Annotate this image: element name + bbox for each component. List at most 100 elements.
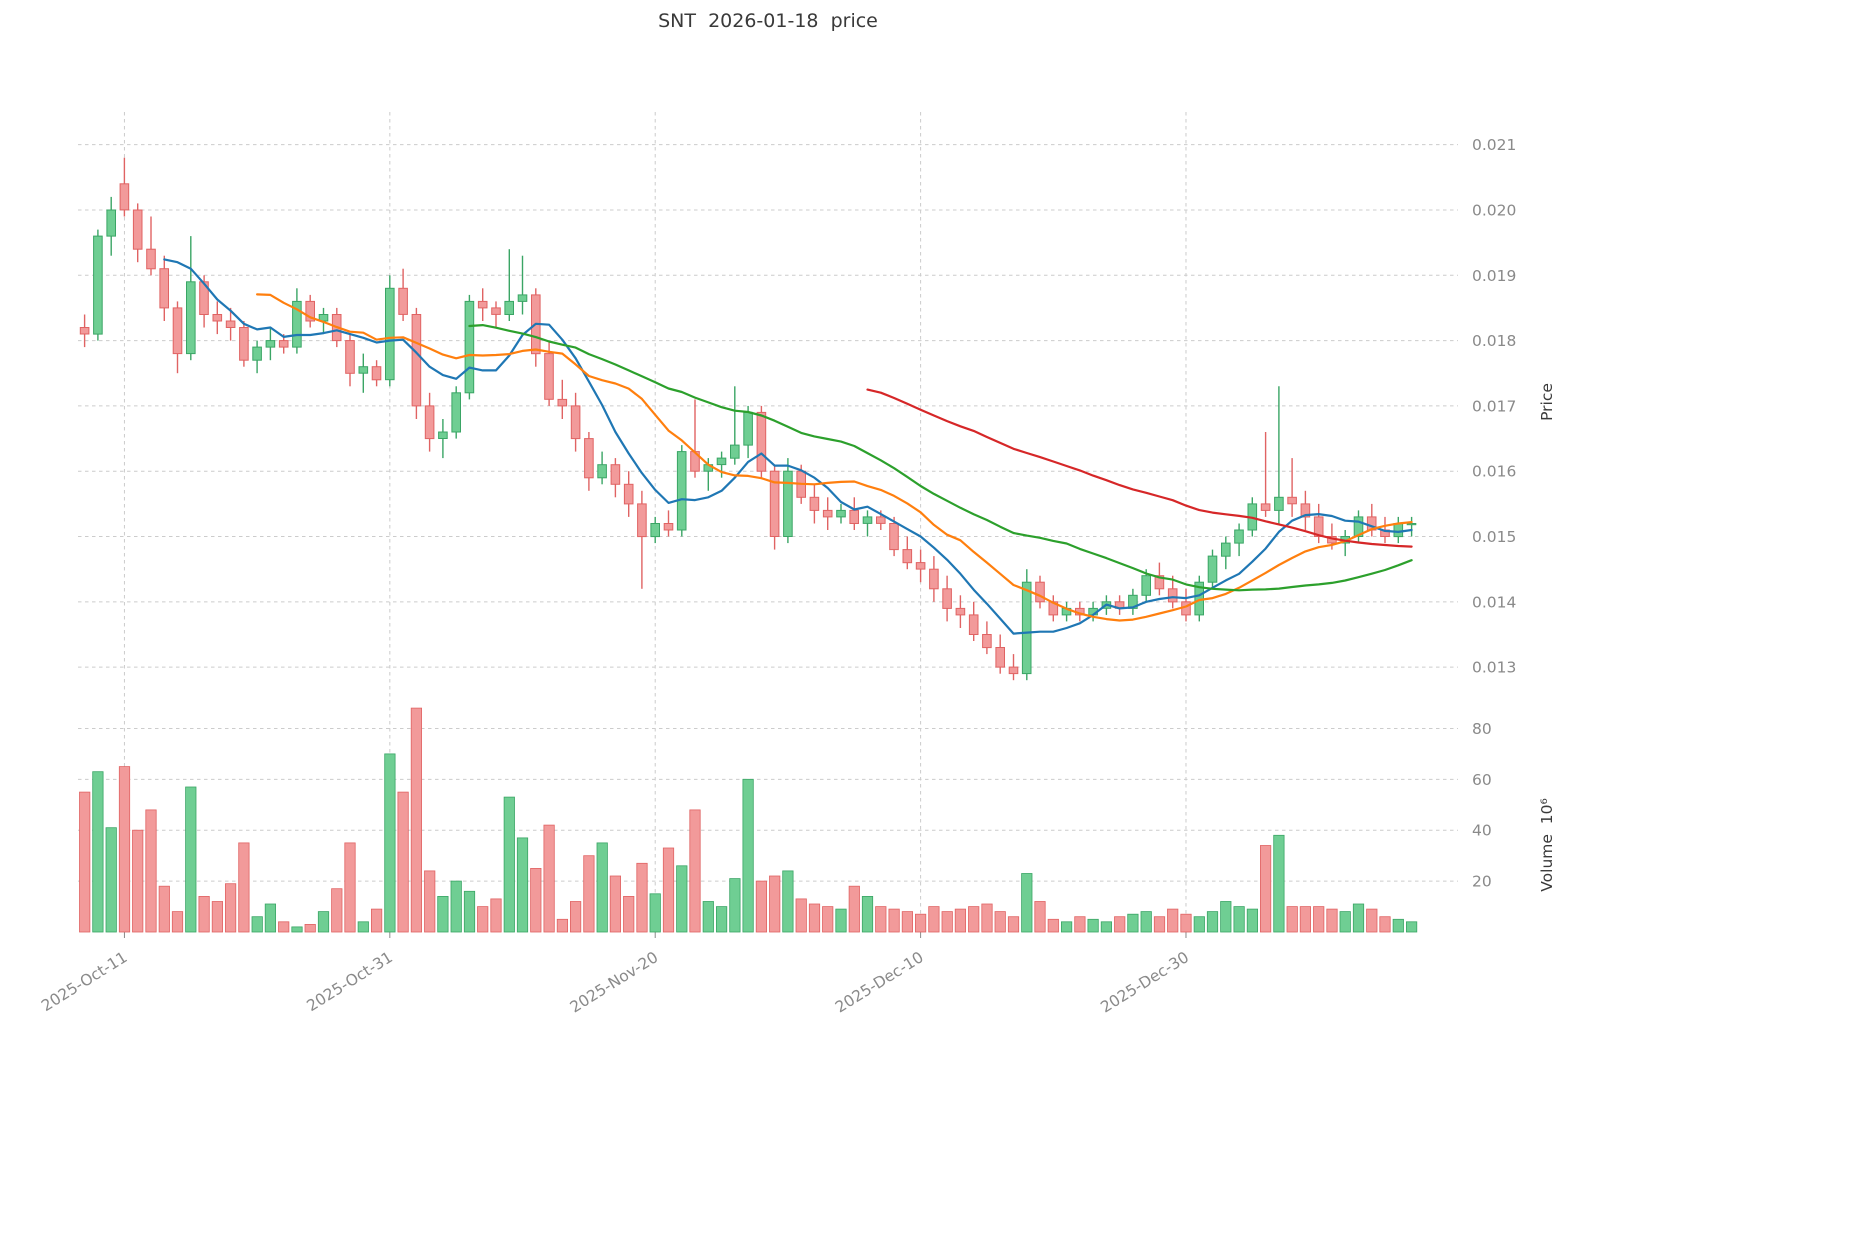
volume-bar (888, 908, 900, 933)
volume-bar (92, 771, 104, 933)
price-tick-label: 0.021 (1472, 136, 1516, 154)
volume-bar (291, 926, 303, 933)
volume-bar (689, 809, 701, 933)
volume-bar (1180, 913, 1192, 933)
volume-bar (729, 878, 741, 933)
candle-body (968, 614, 979, 636)
candle-body (1313, 516, 1324, 538)
candle-body (637, 503, 647, 538)
candle-body (491, 307, 501, 315)
candle-body (663, 523, 674, 531)
price-tick-label: 0.018 (1472, 332, 1516, 350)
volume-bar (211, 901, 223, 933)
volume-bar (530, 868, 542, 933)
volume-bar (1220, 901, 1232, 933)
candle-body (172, 307, 183, 355)
volume-bar (928, 906, 940, 933)
candle-body (862, 516, 873, 524)
price-tick-label: 0.014 (1472, 593, 1516, 611)
candle-body (876, 516, 886, 524)
candle-body (345, 340, 355, 374)
volume-bar (994, 911, 1006, 933)
volume-bar (145, 809, 157, 933)
volume-bars (79, 707, 1418, 933)
volume-bar (251, 916, 263, 933)
candle-body (610, 464, 621, 485)
volume-bar (596, 842, 608, 933)
volume-tick-label: 60 (1472, 771, 1492, 789)
volume-bar (516, 837, 529, 933)
volume-bar (503, 796, 515, 933)
candle-body (1287, 496, 1297, 505)
volume-bar (331, 888, 343, 933)
volume-bar (158, 885, 170, 933)
volume-bar (742, 778, 754, 933)
candle-body (252, 346, 262, 361)
ma-line-30 (468, 324, 1413, 592)
volume-bar (238, 842, 250, 933)
candle-body (995, 647, 1006, 668)
candle-body (650, 523, 661, 538)
candle-body (239, 327, 249, 361)
candle-body (889, 523, 899, 551)
volume-bar (278, 921, 290, 933)
candle-body (1207, 555, 1218, 583)
candle-body (504, 300, 514, 315)
candle-body (292, 300, 302, 348)
volume-bar (662, 847, 675, 933)
volume-bar (264, 903, 277, 933)
volume-tick-label: 80 (1472, 720, 1492, 738)
volume-bar (1100, 921, 1112, 933)
volume-bar (861, 896, 874, 933)
volume-bar (397, 791, 409, 933)
volume-bar (1339, 911, 1351, 933)
candles (79, 157, 1417, 681)
candle-body (623, 483, 634, 505)
volume-bar (649, 893, 661, 933)
volume-bar (769, 875, 781, 933)
volume-bar (1167, 908, 1179, 933)
candle-body (1035, 581, 1045, 603)
volume-bar (1034, 901, 1046, 933)
volume-bar (317, 911, 330, 933)
candle-body (477, 300, 488, 309)
volume-tick-label: 40 (1472, 822, 1492, 840)
volume-bar (609, 875, 622, 933)
candle-body (278, 340, 289, 348)
candle-body (1260, 503, 1271, 511)
chart-title: SNT 2026-01-18 price (658, 10, 878, 32)
volume-bar (755, 880, 768, 933)
volume-bar (437, 896, 449, 933)
volume-bar (410, 707, 423, 933)
candle-body (1141, 575, 1152, 596)
volume-bar (954, 908, 967, 933)
candle-body (438, 431, 448, 439)
candle-body (385, 287, 395, 381)
volume-bar (1061, 921, 1073, 933)
volume-bar (1021, 873, 1033, 933)
volume-bar (875, 906, 887, 933)
candle-body (106, 209, 117, 237)
candle-body (822, 509, 833, 518)
volume-bar (198, 896, 210, 933)
ma-line-14 (256, 293, 1413, 622)
candle-body (783, 470, 793, 538)
volume-bar (132, 829, 144, 933)
volume-bar (477, 906, 489, 933)
candle-body (1154, 575, 1165, 590)
volume-bar (915, 913, 927, 933)
volume-bar (357, 921, 369, 933)
candle-body (371, 366, 382, 381)
price-tick-label: 0.019 (1472, 267, 1516, 285)
volume-bar (1366, 908, 1378, 933)
price-tick-label: 0.013 (1472, 659, 1516, 677)
volume-bar (848, 885, 860, 933)
volume-bar (304, 924, 316, 933)
volume-bar (384, 753, 396, 933)
volume-bar (795, 898, 807, 933)
volume-tick-label: 20 (1472, 873, 1492, 891)
volume-bar (171, 911, 184, 933)
candle-body (942, 588, 952, 609)
volume-bar (808, 903, 821, 933)
